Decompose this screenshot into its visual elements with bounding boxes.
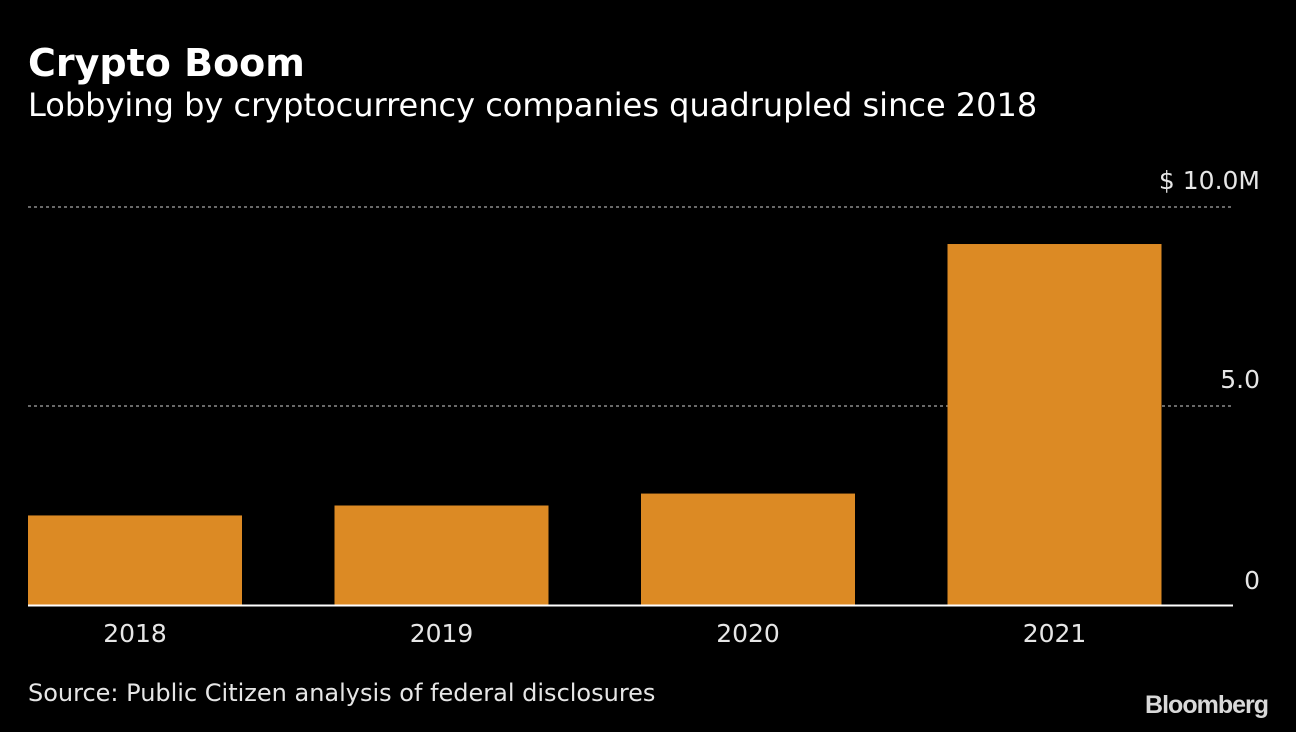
bar-2019 — [334, 505, 549, 605]
bar-2020 — [641, 493, 855, 605]
bar-2018 — [28, 515, 242, 605]
chart-title: Crypto Boom — [28, 41, 305, 85]
x-tick-label: 2019 — [410, 619, 474, 648]
bar-2021 — [947, 244, 1162, 605]
y-tick-label: $ 10.0M — [1159, 166, 1260, 195]
bars — [28, 244, 1233, 607]
x-tick-label: 2021 — [1023, 619, 1087, 648]
source-note: Source: Public Citizen analysis of feder… — [28, 679, 656, 707]
y-tick-label: 0 — [1244, 566, 1260, 595]
y-tick-label: 5.0 — [1220, 365, 1260, 394]
x-tick-label: 2018 — [103, 619, 167, 648]
y-tick-labels: $ 10.0M 5.0 0 — [1159, 166, 1260, 595]
x-tick-labels: 2018 2019 2020 2021 — [103, 619, 1086, 648]
chart-subtitle: Lobbying by cryptocurrency companies qua… — [28, 86, 1038, 124]
x-tick-label: 2020 — [716, 619, 780, 648]
bloomberg-logo: Bloomberg — [1145, 691, 1269, 719]
